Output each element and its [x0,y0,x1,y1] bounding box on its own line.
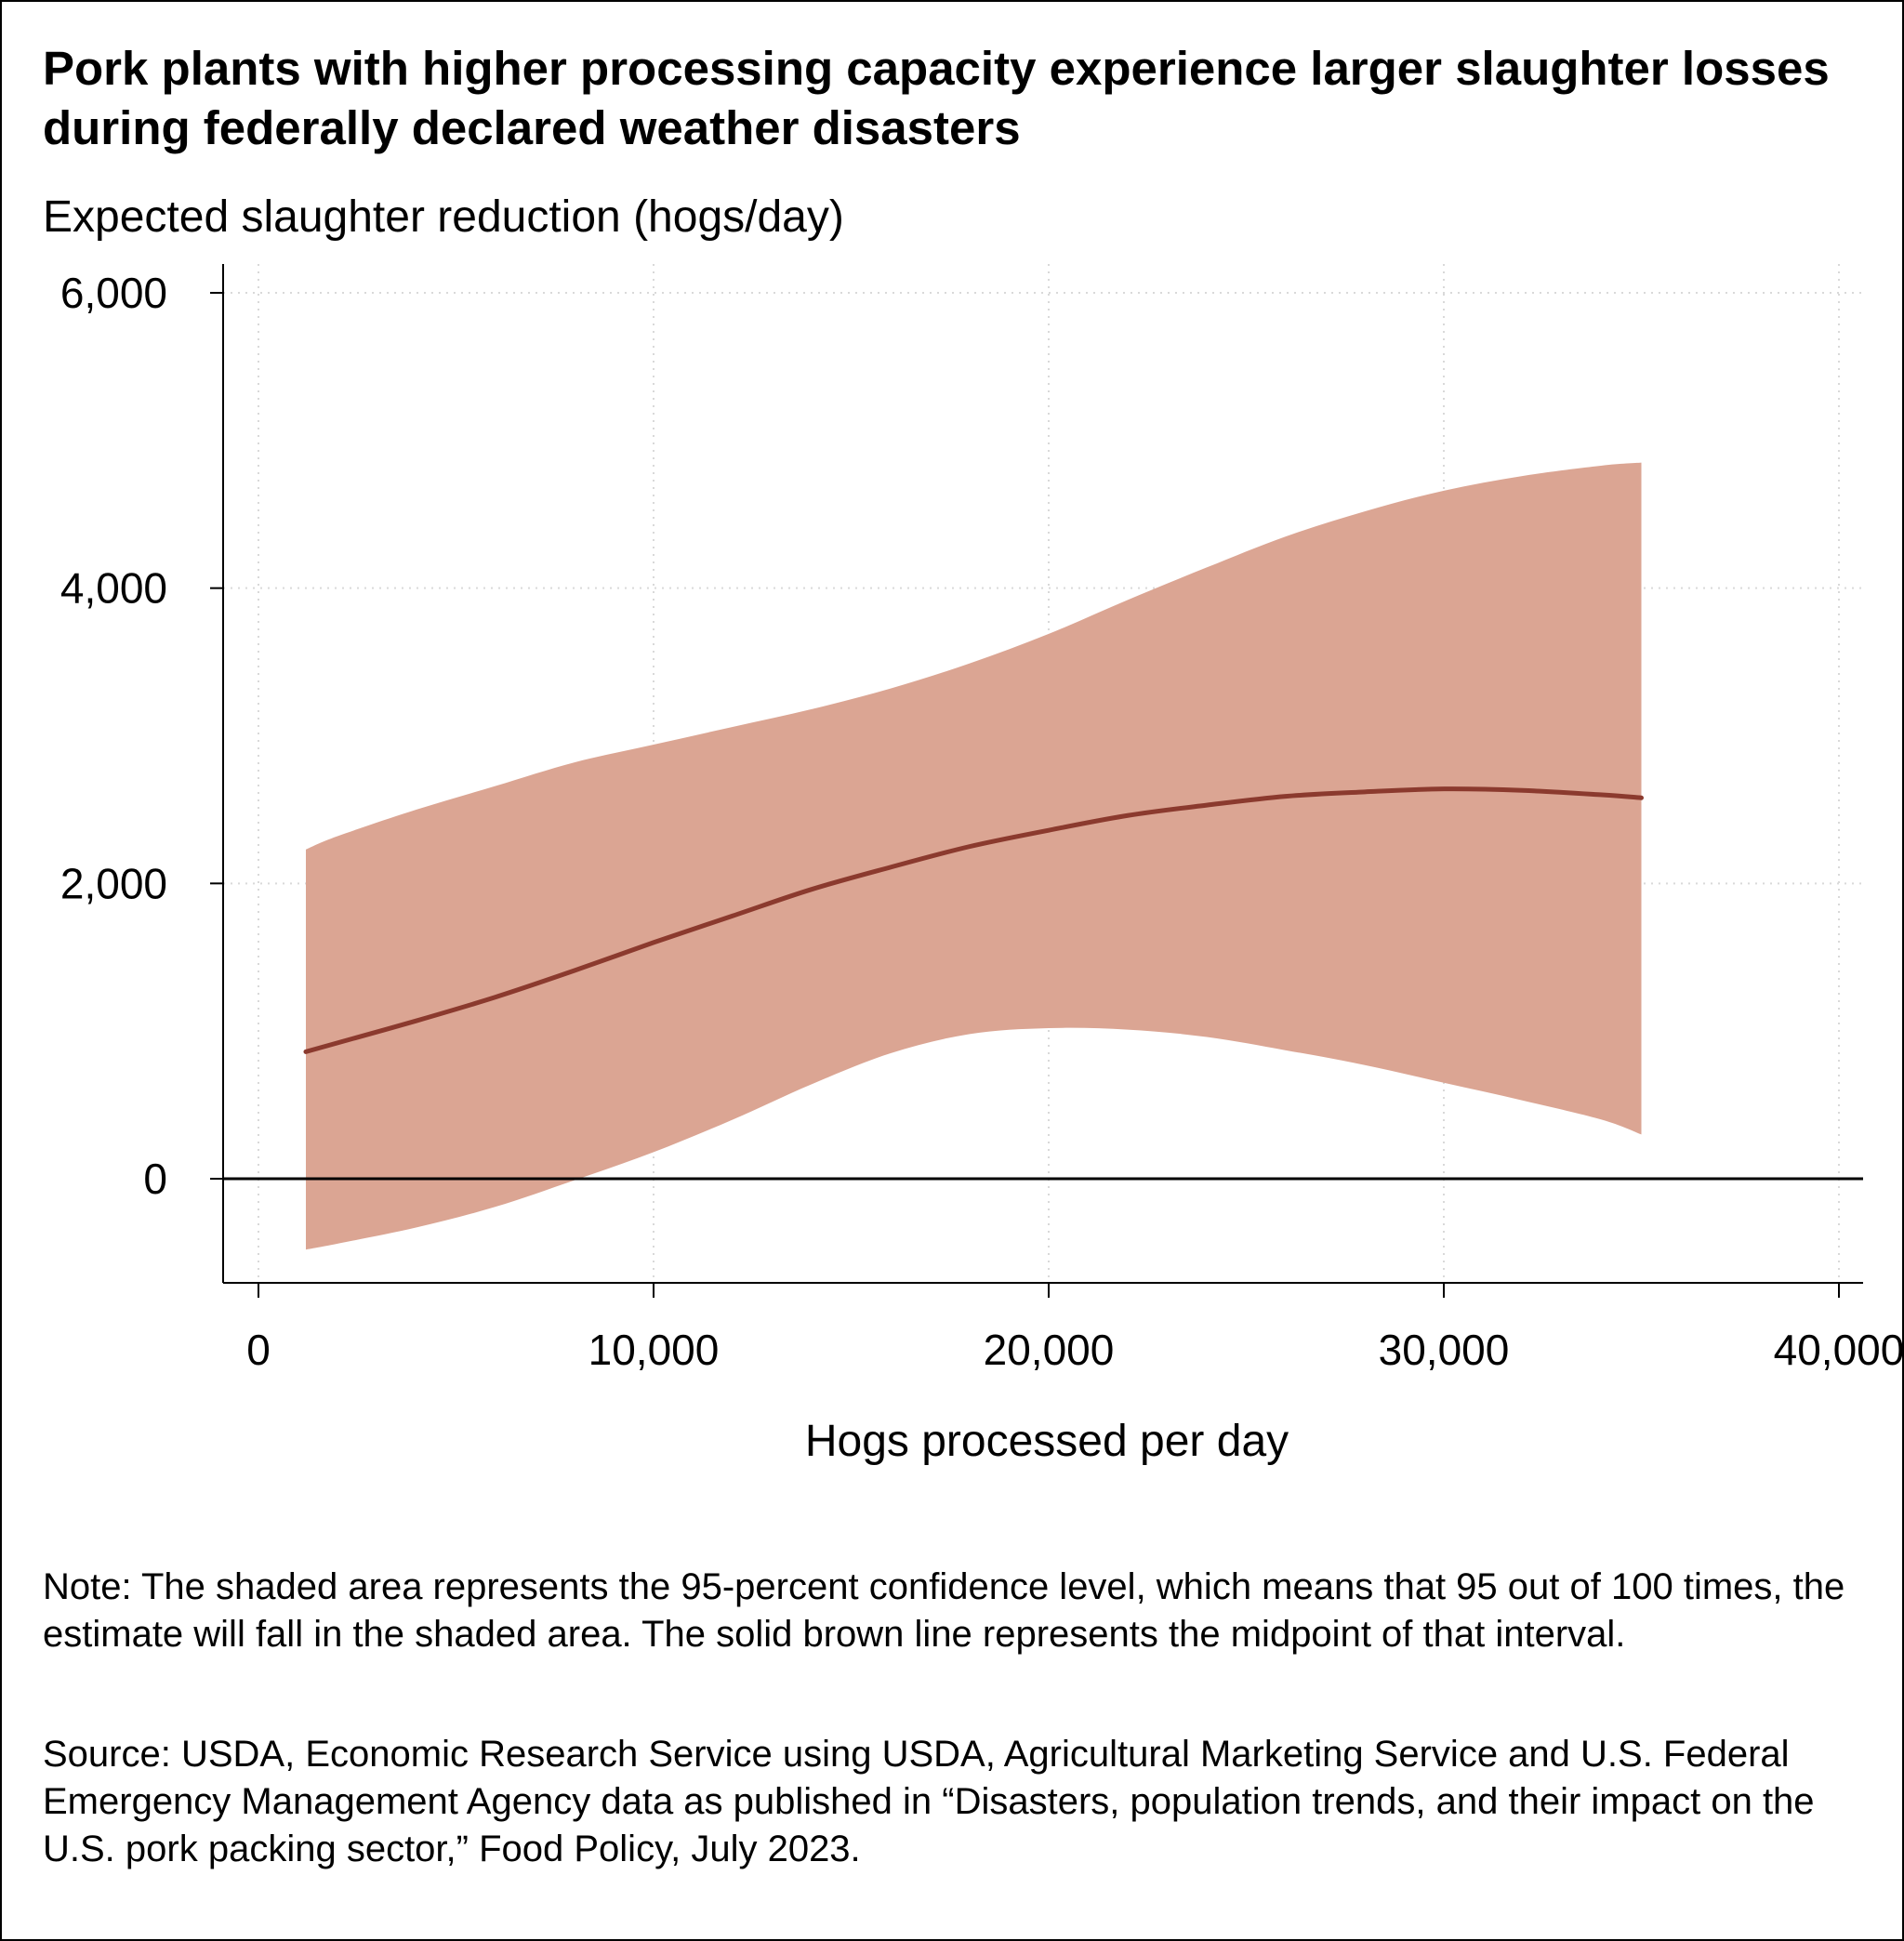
x-tick-label: 40,000 [1774,1326,1902,1374]
chart-plot: 0 2,000 4,000 6,000 0 10,000 20,000 30,000 40,00… [60,264,1902,1466]
x-axis-label: Hogs processed per day [805,1417,1289,1466]
x-tick-label: 0 [246,1326,271,1374]
confidence-band-layer [306,462,1642,1250]
y-tick-label: 6,000 [60,269,167,317]
tick-labels: 0 2,000 4,000 6,000 0 10,000 20,000 30,000 40,00… [60,269,1902,1374]
y-tick-label: 4,000 [60,564,167,613]
chart-title: Pork plants with higher processing capac… [43,42,1830,154]
x-tick-label: 20,000 [984,1326,1115,1374]
x-tick-label: 30,000 [1379,1326,1510,1374]
chart-source: Source: USDA, Economic Research Service … [43,1734,1815,1869]
axes [222,264,1863,1284]
y-tick-label: 2,000 [60,859,167,907]
y-tick-label: 0 [143,1155,167,1203]
series-line-layer [303,786,1644,1054]
series-line [303,786,1644,1054]
confidence-band [306,462,1642,1250]
x-tick-label: 10,000 [588,1326,720,1374]
chart-note: Note: The shaded area represents the 95-… [43,1566,1845,1655]
y-axis-label: Expected slaughter reduction (hogs/day) [43,192,844,242]
